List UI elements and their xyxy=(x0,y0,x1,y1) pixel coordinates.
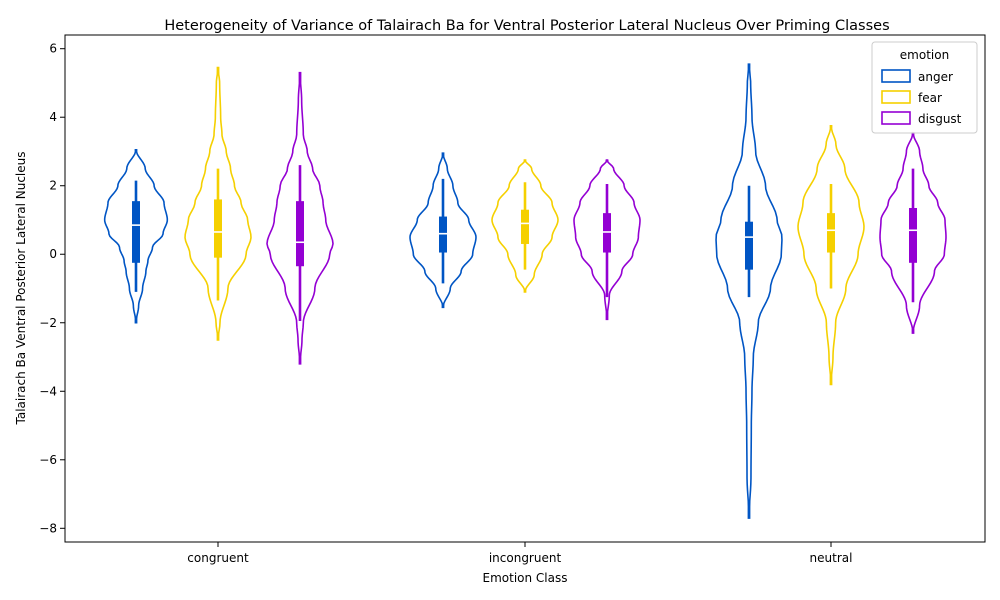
legend-label-disgust: disgust xyxy=(918,112,962,126)
iqr-box-fear-neutral xyxy=(827,213,835,253)
x-tick-label-incongruent: incongruent xyxy=(489,551,562,565)
iqr-box-disgust-congruent xyxy=(296,201,304,267)
y-axis-label: Talairach Ba Ventral Posterior Lateral N… xyxy=(14,152,28,426)
legend-title: emotion xyxy=(900,48,949,62)
violin-anger-incongruent xyxy=(409,152,477,309)
x-axis-label: Emotion Class xyxy=(483,571,568,585)
violin-fear-neutral xyxy=(797,124,865,386)
y-tick-label: −6 xyxy=(39,453,57,467)
legend-swatch-disgust xyxy=(881,111,911,125)
y-tick-label: −8 xyxy=(39,521,57,535)
y-tick-label: −2 xyxy=(39,316,57,330)
violin-anger-neutral xyxy=(715,63,783,519)
legend-label-fear: fear xyxy=(918,91,942,105)
iqr-box-anger-neutral xyxy=(745,221,753,270)
x-axis: congruent incongruent neutral xyxy=(187,542,852,565)
violin-disgust-congruent xyxy=(266,71,334,365)
legend-swatch-fear xyxy=(881,90,911,104)
chart-title: Heterogeneity of Variance of Talairach B… xyxy=(164,18,889,34)
x-tick-label-congruent: congruent xyxy=(187,551,249,565)
iqr-box-fear-incongruent xyxy=(521,209,529,244)
iqr-box-anger-incongruent xyxy=(439,216,447,253)
violin-fear-incongruent xyxy=(491,159,559,293)
iqr-box-disgust-neutral xyxy=(909,207,917,263)
iqr-box-fear-congruent xyxy=(214,199,222,258)
legend-label-anger: anger xyxy=(918,70,953,84)
y-axis: −8 −6 −4 −2 0 2 4 6 xyxy=(39,42,65,535)
legend-swatch-anger xyxy=(881,69,911,83)
y-tick-label: 2 xyxy=(49,179,57,193)
legend: emotion anger fear disgust xyxy=(871,41,978,134)
iqr-box-anger-congruent xyxy=(132,201,140,263)
y-tick-label: 0 xyxy=(49,247,57,261)
x-tick-label-neutral: neutral xyxy=(810,551,853,565)
violin-fear-congruent xyxy=(184,66,252,341)
violin-anger-congruent xyxy=(103,148,169,324)
plot-frame xyxy=(64,34,986,543)
violin-disgust-incongruent xyxy=(573,159,641,321)
y-tick-label: −4 xyxy=(39,384,57,398)
iqr-box-disgust-incongruent xyxy=(603,213,611,253)
legend-box xyxy=(871,41,978,134)
y-tick-label: 4 xyxy=(49,110,57,124)
plot-area xyxy=(64,34,986,543)
y-tick-label: 6 xyxy=(49,42,57,56)
